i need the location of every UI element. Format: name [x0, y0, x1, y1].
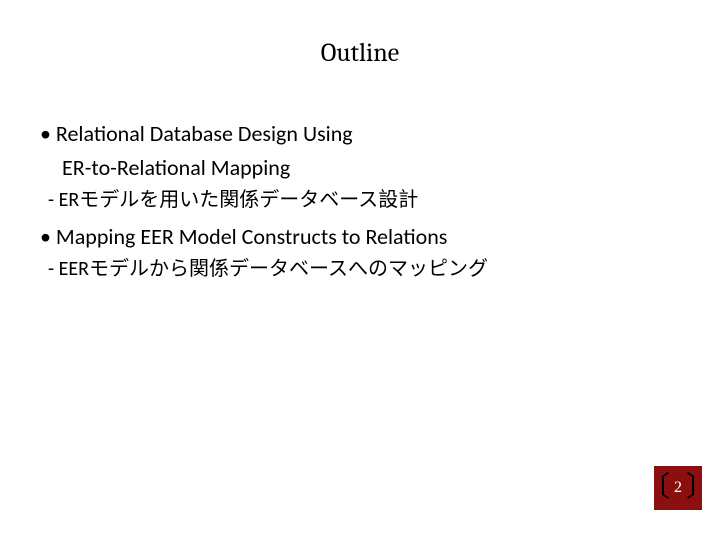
- page-number-badge: 〔 2 〕: [654, 466, 702, 510]
- bracket-left-icon: 〔: [642, 474, 670, 502]
- bullet-item-2-sub: - EERモデルから関係データベースへのマッピング: [40, 255, 660, 284]
- slide-title: Outline: [0, 38, 720, 68]
- bullet-item-1: • Relational Database Design Using: [40, 118, 660, 150]
- bracket-right-icon: 〕: [686, 474, 714, 502]
- bullet-item-2: • Mapping EER Model Constructs to Relati…: [40, 221, 660, 253]
- bullet-item-1-cont: ER-to-Relational Mapping: [40, 152, 660, 184]
- page-number-inner: 〔 2 〕: [642, 474, 714, 502]
- slide-body: • Relational Database Design Using ER-to…: [40, 118, 660, 286]
- page-number: 2: [670, 479, 686, 497]
- slide: Outline • Relational Database Design Usi…: [0, 0, 720, 540]
- bullet-item-1-sub: - ERモデルを用いた関係データベース設計: [40, 186, 660, 215]
